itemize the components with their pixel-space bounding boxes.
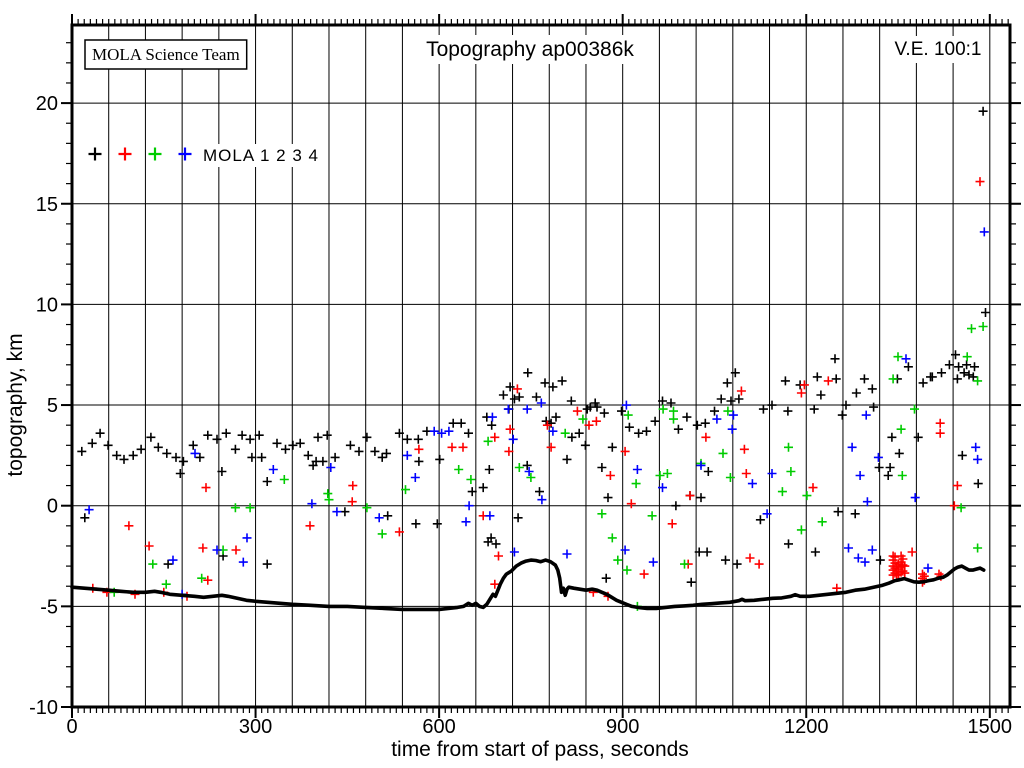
chart-title: Topography ap00386k (426, 38, 634, 61)
y-tick-label: -5 (40, 596, 58, 618)
y-tick-label: -10 (29, 697, 58, 719)
scatter-series-mola-2 (88, 177, 985, 601)
y-tick-label: 5 (47, 395, 58, 417)
legend-marker-icon (88, 147, 102, 161)
profile-trace-surface-profile (70, 558, 986, 612)
labels-layer: Topography ap00386k V.E. 100:1 MOLA Scie… (4, 35, 987, 761)
scatter-series-mola-4 (84, 227, 989, 599)
credit-box-label: MOLA Science Team (92, 45, 240, 64)
title-background (421, 35, 640, 64)
legend-label: MOLA 1 2 3 4 (203, 146, 319, 165)
x-gridlines (108, 25, 991, 707)
legend-label-background (199, 144, 323, 167)
ve-background (889, 36, 987, 63)
y-tick-label: 0 (47, 496, 58, 518)
x-tick-label: 300 (239, 716, 272, 738)
legend-marker-icon (118, 147, 132, 161)
legend-marker-icon (148, 147, 162, 161)
y-tick-label: 15 (36, 194, 58, 216)
scatter-series-mola-1 (77, 106, 990, 587)
data-layer (70, 106, 990, 612)
y-gridlines (72, 102, 1010, 607)
major-ticks (61, 14, 1021, 718)
x-axis-title: time from start of pass, seconds (391, 738, 689, 761)
legend-marker-icon (178, 147, 192, 161)
grid-and-axes: 0 300 600 900 1200 1500 -10 -5 0 5 10 15 20 (29, 14, 1021, 738)
y-axis-title: topography, km (4, 333, 27, 476)
x-tick-label: 900 (606, 716, 639, 738)
plot-frame (70, 23, 1012, 709)
x-tick-label: 1500 (968, 716, 1013, 738)
credit-box-border (84, 39, 248, 70)
vertical-exaggeration-label: V.E. 100:1 (895, 39, 982, 60)
tick-labels: 0 300 600 900 1200 1500 -10 -5 0 5 10 15 20 (29, 93, 1012, 738)
legend (88, 147, 192, 161)
scatter-series-mola-3 (109, 322, 988, 611)
y-tick-label: 10 (36, 294, 58, 316)
x-tick-label: 600 (422, 716, 455, 738)
y-tick-label: 20 (36, 93, 58, 115)
x-tick-label: 0 (66, 716, 77, 738)
minor-ticks (66, 19, 1016, 713)
x-tick-label: 1200 (784, 716, 829, 738)
